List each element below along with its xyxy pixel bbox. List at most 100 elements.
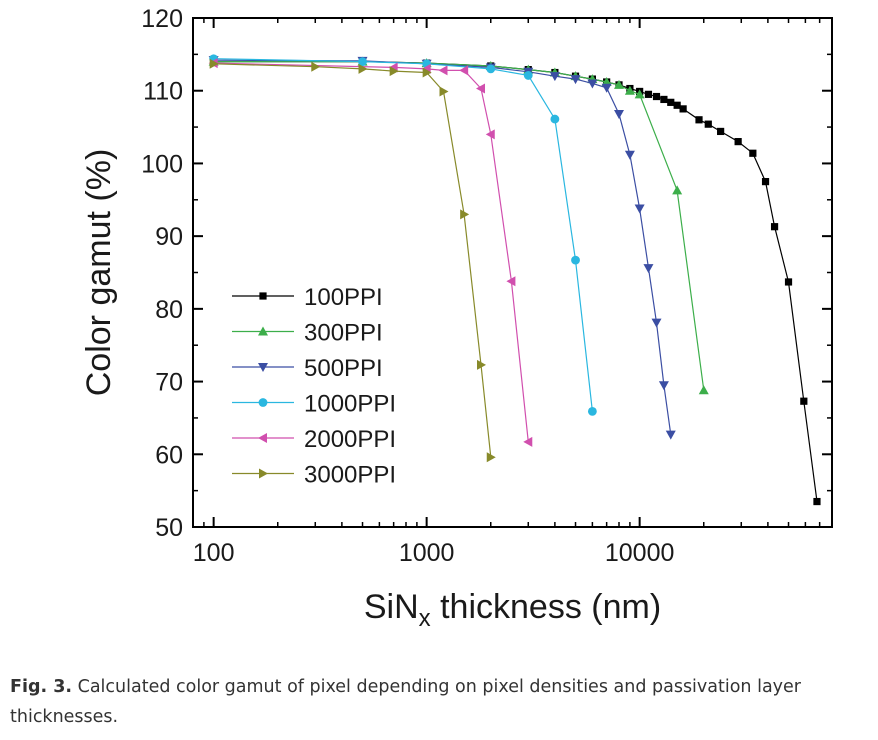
data-point [549, 72, 560, 82]
data-point [624, 150, 635, 160]
data-point [614, 109, 624, 119]
tick-labels: 50 60 70 80 90 100 110 120 100 1000 10000 [141, 5, 674, 567]
axis-ticks [192, 17, 833, 528]
data-point [258, 398, 268, 407]
data-point [460, 209, 470, 220]
data-point [358, 63, 368, 74]
data-point [601, 76, 612, 86]
data-point [486, 452, 496, 463]
data-point [258, 326, 268, 336]
data-point [358, 57, 367, 67]
data-point [761, 178, 770, 186]
series-line [213, 58, 593, 412]
data-point [749, 149, 757, 157]
data-point [438, 65, 448, 76]
data-point [734, 138, 742, 146]
data-point [506, 276, 516, 287]
legend-label: 3000PPI [304, 462, 396, 489]
series-3000PPI [209, 58, 496, 463]
legend: 100PPI 300PPI 500PPI 1000PPI 2000PPI 3000PPI [232, 284, 396, 489]
data-point [523, 71, 533, 80]
data-point [673, 101, 681, 109]
y-axis-title: Color gamut (%) [80, 149, 118, 397]
legend-item: 2000PPI [232, 426, 396, 453]
data-point [476, 83, 486, 94]
legend-label: 1000PPI [304, 391, 396, 418]
data-point [614, 79, 624, 89]
data-point [523, 436, 533, 447]
y-tick-label: 80 [155, 296, 183, 324]
data-point [258, 433, 267, 443]
data-point [486, 64, 496, 74]
caption-label: Fig. 3. [10, 677, 73, 697]
legend-item: 100PPI [232, 284, 383, 311]
plot-frame [192, 17, 833, 528]
data-point [651, 318, 662, 328]
data-point [672, 185, 683, 195]
data-point [439, 86, 449, 97]
figure-caption: Fig. 3. Calculated color gamut of pixel … [10, 672, 870, 732]
data-point [717, 127, 725, 136]
legend-item: 1000PPI [232, 391, 396, 418]
data-point [389, 66, 399, 77]
data-point [477, 359, 487, 370]
data-point [643, 264, 654, 274]
legend-item: 500PPI [232, 355, 383, 382]
legend-label: 2000PPI [304, 426, 396, 453]
x-tick-label: 10000 [605, 539, 675, 567]
chart: 50 60 70 80 90 100 110 120 100 1000 10000 100PPI 30… [80, 5, 833, 632]
y-tick-label: 90 [155, 223, 183, 251]
data-point [665, 430, 676, 440]
data-point [485, 129, 495, 140]
x-axis-title-suffix: thickness (nm) [431, 588, 662, 626]
data-point [679, 105, 687, 113]
data-point [770, 223, 779, 231]
series-line [213, 62, 529, 442]
series-layer [208, 54, 821, 506]
y-tick-label: 100 [141, 150, 183, 178]
data-point [601, 83, 612, 93]
data-point [800, 397, 808, 405]
legend-label: 100PPI [304, 284, 383, 311]
x-axis-title: SiNx thickness (nm) [364, 588, 661, 632]
series-300PPI [208, 56, 709, 395]
data-point [658, 381, 669, 391]
data-point [209, 58, 219, 69]
data-point [311, 61, 321, 72]
y-tick-label: 120 [141, 5, 183, 33]
data-point [634, 204, 645, 214]
data-point [624, 85, 635, 95]
y-tick-label: 50 [155, 514, 183, 542]
data-point [422, 67, 432, 78]
data-point [652, 92, 661, 101]
series-1000PPI [209, 54, 597, 416]
data-point [644, 90, 653, 98]
data-point [695, 116, 703, 124]
x-axis-title-main: SiN [364, 588, 419, 626]
data-point [784, 278, 793, 286]
y-tick-label: 60 [155, 441, 183, 469]
data-point [813, 497, 821, 506]
legend-item: 300PPI [232, 320, 383, 347]
data-point [258, 363, 268, 372]
data-point [550, 114, 560, 124]
data-point [571, 255, 580, 265]
data-point [634, 89, 645, 99]
data-point [667, 98, 675, 106]
x-tick-label: 1000 [399, 539, 455, 567]
caption-text: Calculated color gamut of pixel dependin… [10, 677, 801, 727]
y-tick-label: 70 [155, 369, 183, 397]
data-point [587, 406, 597, 416]
data-point [704, 120, 712, 128]
legend-label: 500PPI [304, 355, 383, 382]
y-tick-label: 110 [143, 78, 183, 106]
legend-label: 300PPI [304, 320, 383, 347]
data-point [259, 292, 267, 300]
data-point [459, 65, 469, 76]
x-axis-title-subscript: x [419, 605, 431, 632]
series-line [213, 59, 672, 435]
data-point [259, 468, 268, 479]
series-500PPI [208, 56, 676, 440]
series-line [213, 61, 705, 391]
legend-item: 3000PPI [232, 462, 396, 489]
